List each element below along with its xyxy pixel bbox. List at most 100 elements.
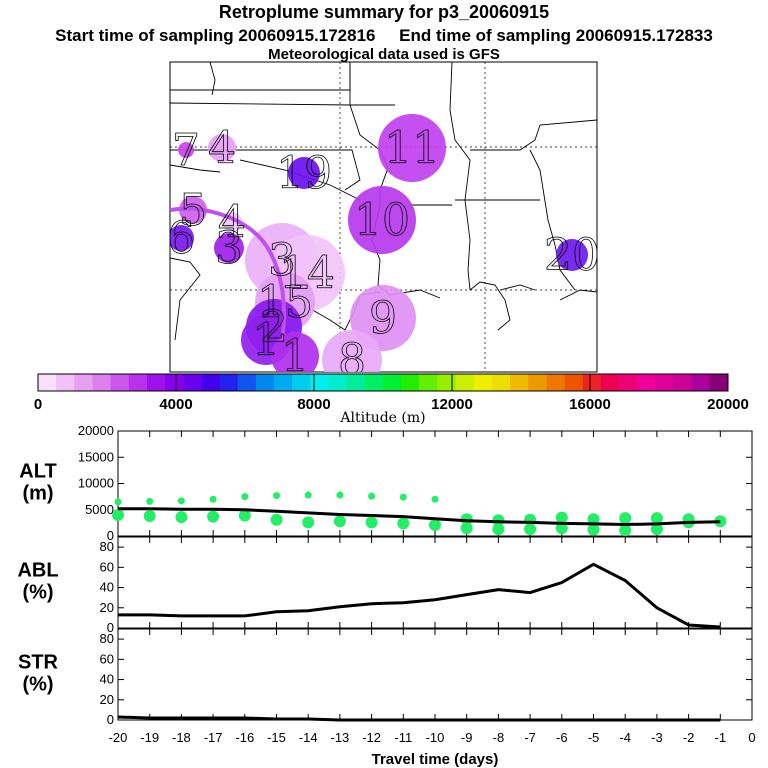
colorbar-swatch bbox=[255, 374, 275, 391]
x-tick-label: -15 bbox=[267, 730, 286, 745]
x-tick-label: 0 bbox=[748, 730, 755, 745]
alt-scatter-point bbox=[619, 524, 632, 537]
panel-label: (m) bbox=[22, 483, 53, 505]
colorbar-tick-label: 12000 bbox=[431, 396, 473, 413]
panel-frame bbox=[117, 628, 753, 721]
plume-circle bbox=[322, 330, 382, 372]
colorbar-swatch bbox=[274, 374, 293, 391]
plume-label: 15 bbox=[257, 277, 313, 328]
colorbar-swatch bbox=[619, 374, 638, 391]
y-tick-label: 0 bbox=[107, 712, 114, 727]
alt-scatter-point bbox=[524, 523, 537, 536]
colorbar-swatch bbox=[201, 374, 221, 391]
alt-scatter-point bbox=[587, 513, 600, 526]
plume-label: 6 bbox=[167, 213, 195, 264]
y-tick-label: 80 bbox=[100, 539, 114, 554]
x-tick-label: -1 bbox=[715, 730, 727, 745]
alt-scatter-point bbox=[555, 511, 568, 524]
plume-label: 10 bbox=[354, 195, 410, 246]
colorbar-swatch bbox=[310, 374, 330, 391]
y-tick-label: 20 bbox=[100, 692, 114, 707]
alt-scatter-point bbox=[429, 518, 441, 531]
plume-circle bbox=[556, 239, 588, 271]
plume-circle bbox=[378, 114, 446, 182]
x-tick-label: -6 bbox=[556, 730, 568, 745]
trajectory-path bbox=[170, 206, 286, 341]
alt-scatter-point bbox=[619, 512, 632, 525]
y-tick-label: 5000 bbox=[85, 502, 114, 517]
alt-scatter-point bbox=[399, 493, 407, 501]
panel-label: (%) bbox=[22, 582, 53, 604]
colorbar-swatch bbox=[56, 374, 75, 391]
x-tick-label: -16 bbox=[235, 730, 254, 745]
panel-label: ALT bbox=[19, 461, 56, 483]
y-tick-label: 20 bbox=[100, 600, 114, 615]
x-tick-label: -3 bbox=[651, 730, 663, 745]
y-tick-label: 0 bbox=[107, 528, 114, 543]
colorbar-tick-label: 16000 bbox=[569, 396, 611, 413]
chart-title: Retroplume summary for p3_20060915 bbox=[218, 2, 550, 22]
x-tick-label: -14 bbox=[299, 730, 318, 745]
alt-scatter-point bbox=[650, 512, 663, 525]
colorbar-swatch bbox=[219, 374, 239, 391]
alt-scatter-point bbox=[209, 495, 217, 503]
colorbar-swatch bbox=[183, 374, 202, 391]
y-tick-label: 0 bbox=[107, 620, 114, 635]
colorbar-tick-label: 0 bbox=[34, 396, 42, 413]
alt-scatter-point bbox=[114, 498, 122, 506]
colorbar-swatch bbox=[346, 374, 366, 391]
colorbar-swatch bbox=[473, 374, 493, 391]
y-tick-label: 40 bbox=[100, 672, 114, 687]
plume-circle bbox=[208, 134, 236, 162]
x-axis-label: Travel time (days) bbox=[372, 751, 499, 768]
y-tick-label: 60 bbox=[100, 651, 114, 666]
alt-scatter-point bbox=[460, 522, 473, 535]
panel-frame bbox=[117, 536, 753, 629]
plume-label: 4 bbox=[208, 123, 236, 174]
y-tick-label: 60 bbox=[100, 559, 114, 574]
start-time-label: Start time of sampling 20060915.172816 bbox=[55, 26, 376, 45]
x-tick-label: -4 bbox=[619, 730, 631, 745]
sampling-times: Start time of sampling 20060915.172816 E… bbox=[0, 26, 768, 46]
abl-panel: 0 20 40 60 80 ABL(%) bbox=[17, 536, 753, 635]
alt-scatter-point bbox=[333, 515, 346, 528]
alt-scatter-point bbox=[270, 513, 283, 526]
colorbar-swatch bbox=[600, 374, 620, 391]
x-tick-label: -5 bbox=[588, 730, 600, 745]
x-tick-label: -2 bbox=[683, 730, 695, 745]
colorbar-swatch bbox=[564, 374, 584, 391]
x-tick-label: -17 bbox=[204, 730, 223, 745]
colorbar-swatch bbox=[673, 374, 693, 391]
colorbar-tick-label: 4000 bbox=[159, 396, 192, 413]
map-boundary bbox=[170, 257, 201, 341]
x-tick-label: -13 bbox=[331, 730, 350, 745]
map-boundary bbox=[529, 149, 576, 291]
map-boundary bbox=[469, 281, 511, 331]
alt-scatter-point bbox=[241, 493, 249, 501]
alt-scatter-point bbox=[431, 495, 439, 503]
colorbar-swatch bbox=[328, 374, 348, 391]
plume-label: 3 bbox=[215, 223, 243, 274]
plume-circle bbox=[288, 157, 320, 189]
alt-scatter-point bbox=[397, 517, 410, 530]
x-tick-label: -10 bbox=[426, 730, 445, 745]
colorbar-tick-label: 8000 bbox=[297, 396, 330, 413]
alt-scatter-point bbox=[492, 523, 505, 536]
colorbar-swatch bbox=[528, 374, 547, 391]
panel-label: STR bbox=[18, 652, 59, 674]
colorbar-swatch bbox=[709, 374, 729, 391]
alt-scatter-point bbox=[175, 511, 188, 524]
x-tick-label: -12 bbox=[362, 730, 381, 745]
plume-circle bbox=[170, 225, 194, 251]
met-data-label: Meteorological data used is GFS bbox=[268, 46, 500, 63]
x-tick-label: -11 bbox=[394, 730, 412, 745]
colorbar-swatch bbox=[401, 374, 420, 391]
colorbar-swatch bbox=[491, 374, 511, 391]
plume-label: 3 bbox=[268, 235, 296, 286]
series-line bbox=[118, 507, 721, 527]
alt-scatter-point bbox=[650, 523, 663, 536]
plume-label: 1 bbox=[252, 315, 280, 366]
